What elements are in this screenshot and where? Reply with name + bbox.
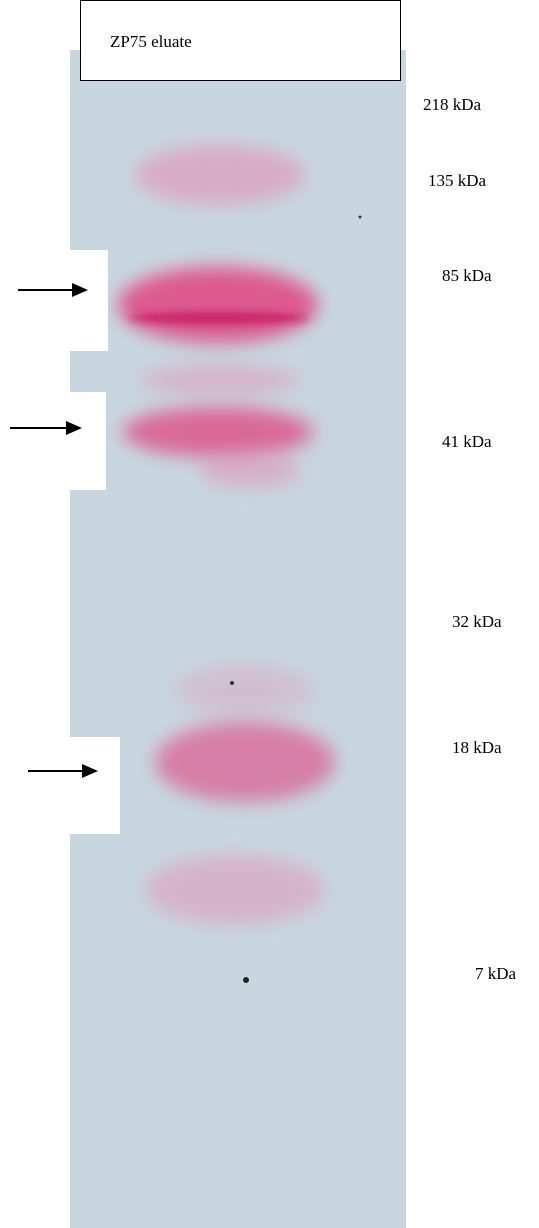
marker-labels: 218 kDa 135 kDa 85 kDa 41 kDa 32 kDa 18 kDa 7 … xyxy=(423,95,517,983)
bands xyxy=(118,145,362,983)
arrowhead xyxy=(72,283,88,297)
speck xyxy=(230,681,234,685)
marker-label: 32 kDa xyxy=(452,612,502,631)
band xyxy=(128,312,308,324)
marker-label: 18 kDa xyxy=(452,738,502,757)
band xyxy=(155,722,335,802)
band xyxy=(135,145,305,205)
speck xyxy=(358,215,362,219)
lane-label: ZP75 eluate xyxy=(110,32,192,51)
arrowhead xyxy=(66,421,82,435)
band xyxy=(145,855,325,925)
mask xyxy=(0,737,120,834)
speck xyxy=(243,977,249,983)
mask xyxy=(0,392,106,490)
band xyxy=(140,365,300,395)
arrow-boxes xyxy=(0,250,120,834)
band xyxy=(123,407,313,457)
band xyxy=(175,665,315,715)
band xyxy=(200,452,300,488)
band xyxy=(118,267,318,343)
marker-label: 135 kDa xyxy=(428,171,487,190)
membrane xyxy=(70,50,406,1228)
marker-label: 218 kDa xyxy=(423,95,482,114)
marker-label: 7 kDa xyxy=(475,964,517,983)
mask xyxy=(0,250,108,351)
arrowhead xyxy=(82,764,98,778)
marker-label: 41 kDa xyxy=(442,432,492,451)
marker-label: 85 kDa xyxy=(442,266,492,285)
lane-label-box xyxy=(80,0,401,81)
